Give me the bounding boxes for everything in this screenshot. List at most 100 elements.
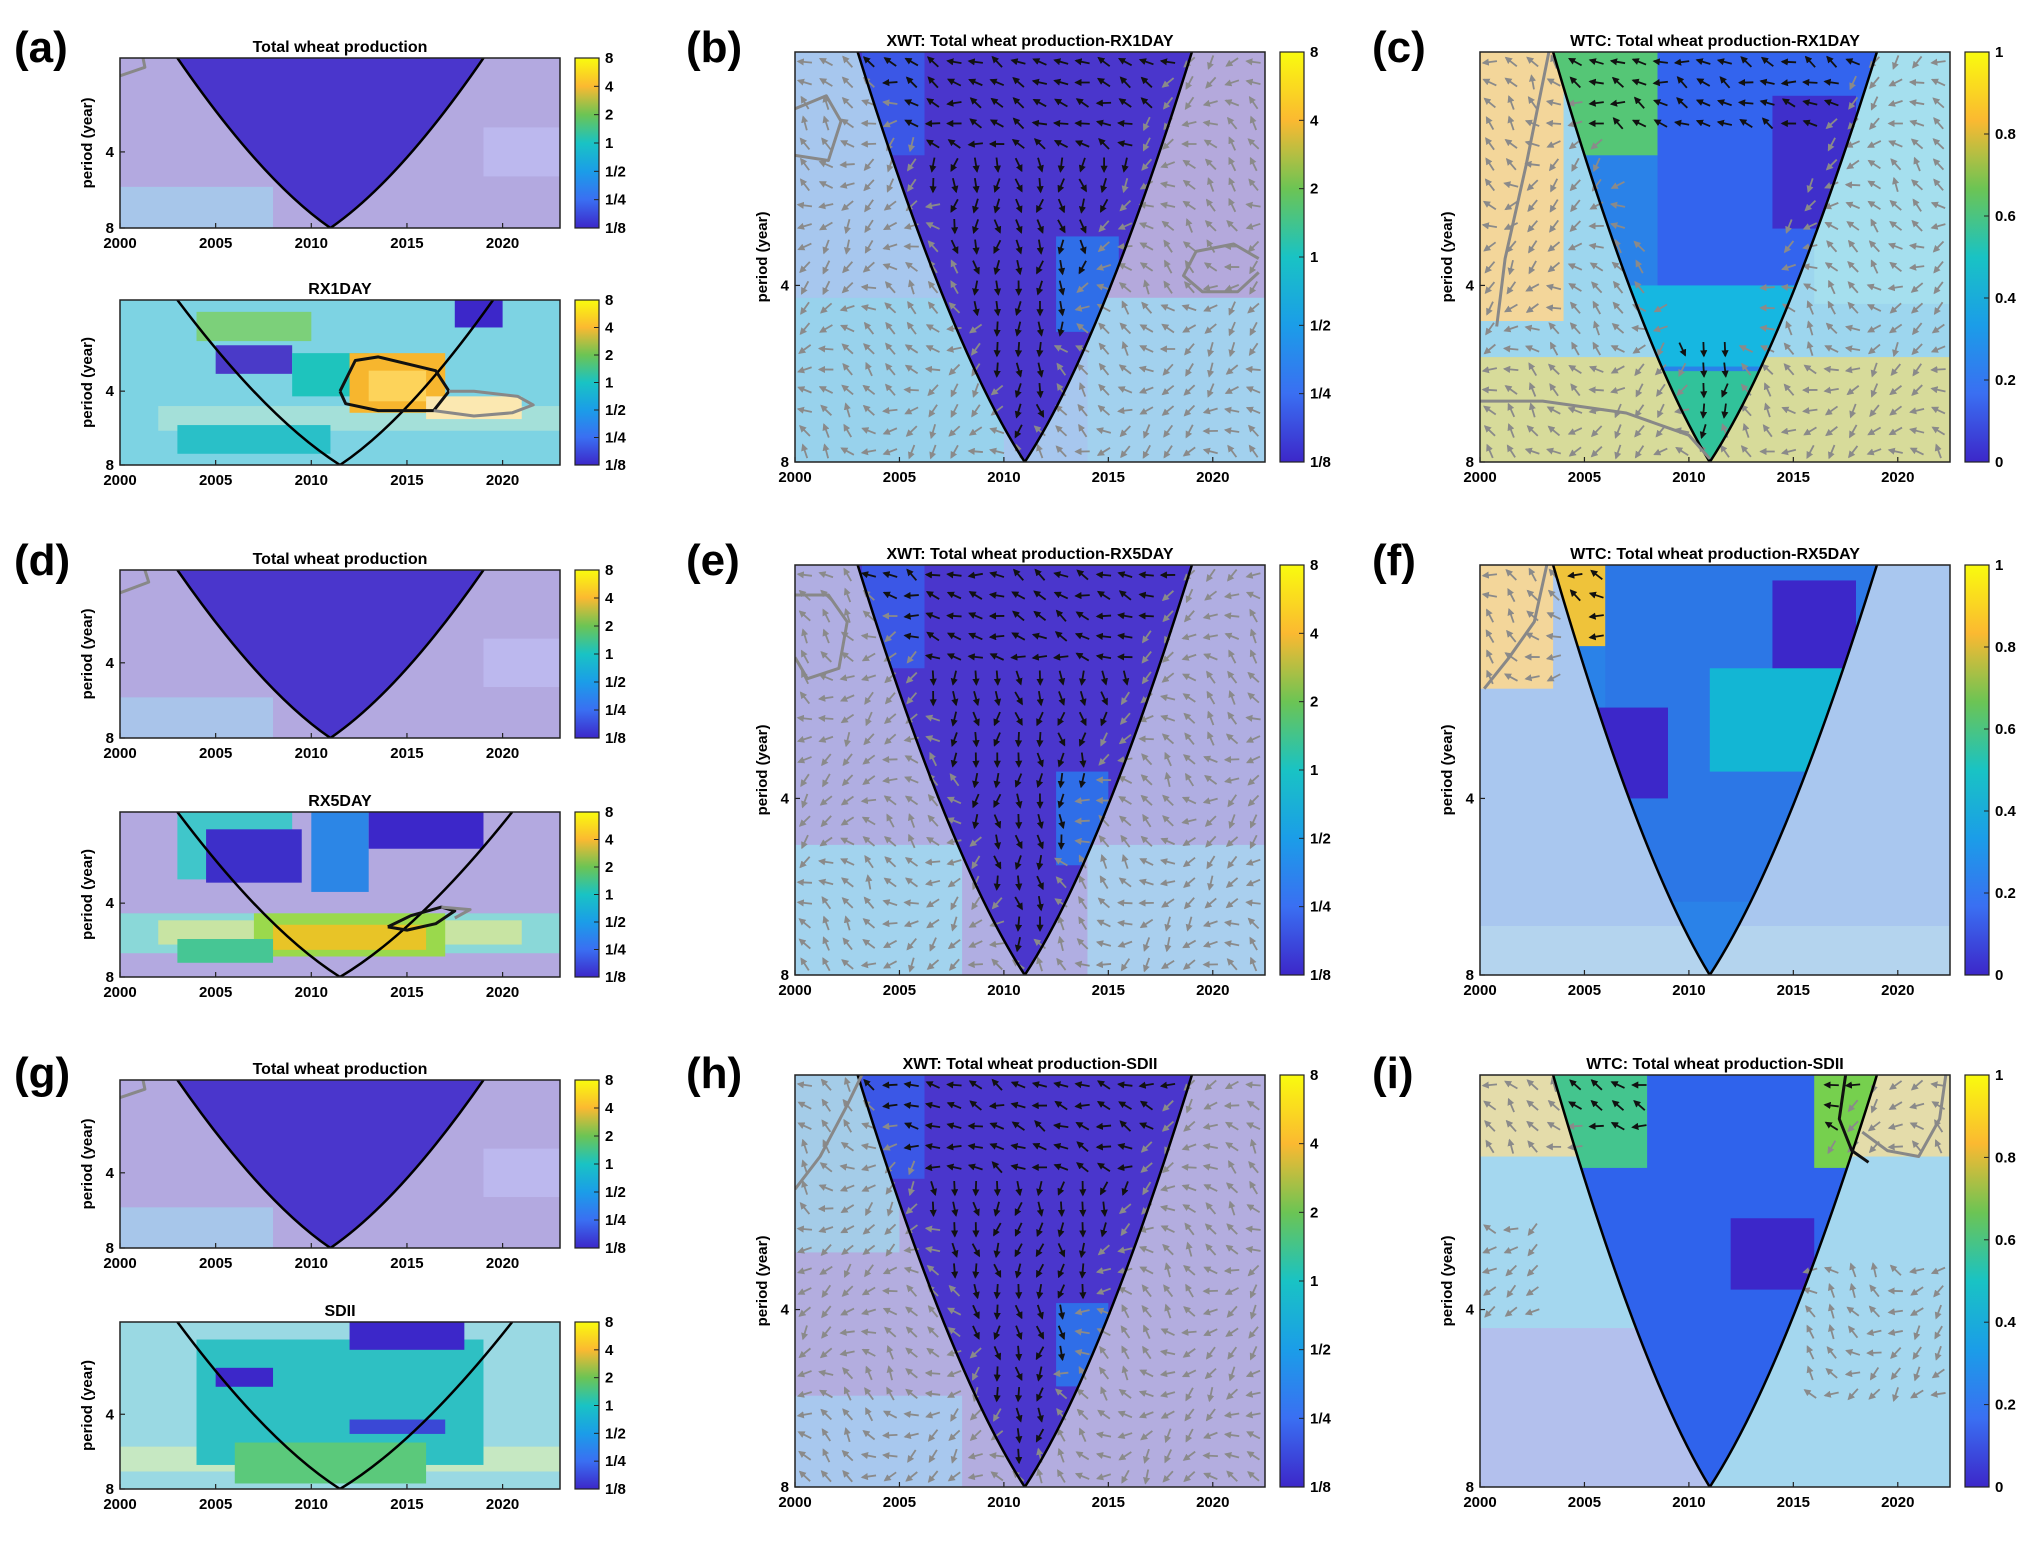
phase-arrow: [1568, 365, 1582, 374]
heatmap-cell: [177, 425, 331, 454]
phase-arrow: [950, 383, 959, 398]
phase-arrow: [1075, 98, 1089, 108]
phase-arrow: [1759, 283, 1775, 292]
phase-arrow: [1138, 571, 1154, 579]
phase-arrow: [1118, 98, 1132, 108]
phase-arrow: [818, 160, 834, 169]
colorbar-tick-label: 0.2: [1995, 372, 2016, 389]
colorbar-tick-label: 0: [1995, 454, 2003, 471]
phase-arrow: [796, 78, 812, 86]
phase-arrow: [1079, 1201, 1087, 1218]
x-tick-label: 2010: [295, 472, 328, 489]
phase-arrow: [1699, 424, 1707, 440]
phase-arrow: [860, 283, 877, 291]
x-tick-label: 2015: [1777, 1494, 1810, 1511]
phase-arrow: [1803, 364, 1817, 375]
phase-arrow: [903, 386, 919, 394]
chart-title: XWT: Total wheat production-RX5DAY: [886, 546, 1173, 563]
phase-arrow: [1502, 365, 1519, 373]
phase-arrow: [1721, 383, 1729, 398]
phase-arrow: [1588, 1122, 1604, 1130]
phase-arrow: [1526, 425, 1539, 437]
phase-arrow: [1142, 137, 1151, 152]
plot-area: [120, 812, 560, 977]
phase-arrow: [904, 119, 919, 128]
phase-arrow: [1524, 324, 1540, 332]
y-axis-label: period (year): [79, 1360, 96, 1451]
phase-arrow: [1139, 242, 1154, 251]
phase-arrow: [1014, 424, 1023, 439]
heatmap-cell: [795, 844, 963, 975]
phase-arrow: [820, 302, 833, 314]
colorbar: 8 4 2 1 1/2 1/4 1/8: [574, 562, 627, 747]
significance-contour: [120, 58, 147, 78]
phase-arrow: [1161, 77, 1175, 88]
phase-arrow: [904, 364, 919, 375]
coi-region: [857, 52, 1192, 462]
plot-frame: [119, 57, 561, 229]
y-tick-label: 8: [106, 969, 114, 986]
heatmap-cell: [349, 1419, 446, 1434]
phase-arrow: [993, 219, 1002, 234]
heatmap-cell: [1087, 844, 1265, 975]
x-tick-label: 2000: [778, 469, 811, 486]
colorbar-tick-label: 8: [605, 804, 613, 821]
phase-arrow: [1699, 403, 1708, 419]
phase-arrow: [1117, 140, 1133, 148]
phase-arrow: [1549, 219, 1559, 233]
phase-arrow: [1844, 345, 1861, 353]
phase-arrow: [1078, 260, 1087, 275]
colorbar-tick-label: 1/4: [605, 1212, 627, 1229]
chart-d2: RX5DAY 2000 2005 2010 2015 2020 4 8 period (year…: [79, 793, 627, 1001]
phase-arrow: [1011, 138, 1025, 149]
colorbar-tick-label: 4: [1310, 1136, 1319, 1153]
phase-arrow: [1185, 218, 1193, 233]
colorbar: 1 0.8 0.6 0.4 0.2 0: [1964, 44, 2017, 471]
phase-arrow: [1245, 406, 1261, 414]
colorbar-tick-label: 1/2: [1310, 1342, 1331, 1359]
phase-arrow: [864, 239, 874, 254]
phase-arrow: [882, 1081, 898, 1089]
colorbar-tick-label: 4: [1310, 112, 1319, 129]
phase-arrow: [1806, 340, 1814, 356]
phase-arrow: [1119, 322, 1132, 335]
phase-arrow: [1481, 366, 1498, 374]
chart-b: XWT: Total wheat production-RX1DAY 2000 20…: [754, 33, 1332, 486]
phase-arrow: [1823, 365, 1839, 373]
phase-arrow: [1120, 445, 1131, 459]
phase-arrow: [1763, 382, 1772, 397]
phase-arrow: [972, 670, 980, 686]
phase-arrow: [1012, 117, 1025, 130]
colorbar-tick-label: 8: [605, 292, 613, 309]
phase-arrow: [1015, 1448, 1023, 1465]
phase-arrow: [1056, 362, 1067, 376]
phase-arrow: [1248, 424, 1259, 437]
phase-arrow: [1700, 362, 1708, 378]
y-axis-label: period (year): [79, 609, 96, 700]
phase-arrow: [972, 300, 980, 317]
phase-arrow: [1163, 445, 1173, 459]
phase-arrow: [1202, 119, 1218, 127]
phase-arrow: [1612, 117, 1624, 130]
phase-arrow: [1524, 345, 1540, 353]
phase-arrow: [1076, 282, 1089, 293]
phase-arrow: [1802, 263, 1818, 271]
phase-arrow: [1631, 78, 1647, 86]
phase-arrow: [1015, 198, 1023, 214]
phase-arrow: [1054, 405, 1068, 416]
phase-arrow: [1803, 426, 1817, 436]
phase-arrow: [1482, 200, 1497, 211]
phase-arrow: [819, 221, 833, 231]
phase-arrow: [1139, 324, 1154, 333]
phase-arrow: [950, 239, 959, 255]
phase-arrow: [1079, 1263, 1087, 1279]
phase-arrow: [1781, 406, 1796, 415]
cone-of-influence-line: [856, 52, 1194, 462]
phase-arrow: [1504, 200, 1518, 211]
phase-arrow: [843, 423, 853, 438]
heatmap-cell: [454, 300, 503, 328]
phase-arrow: [1010, 653, 1026, 661]
phase-arrow: [1119, 76, 1131, 89]
colorbar-tick-label: 0: [1995, 1479, 2003, 1496]
heatmap-cell: [120, 1207, 274, 1248]
